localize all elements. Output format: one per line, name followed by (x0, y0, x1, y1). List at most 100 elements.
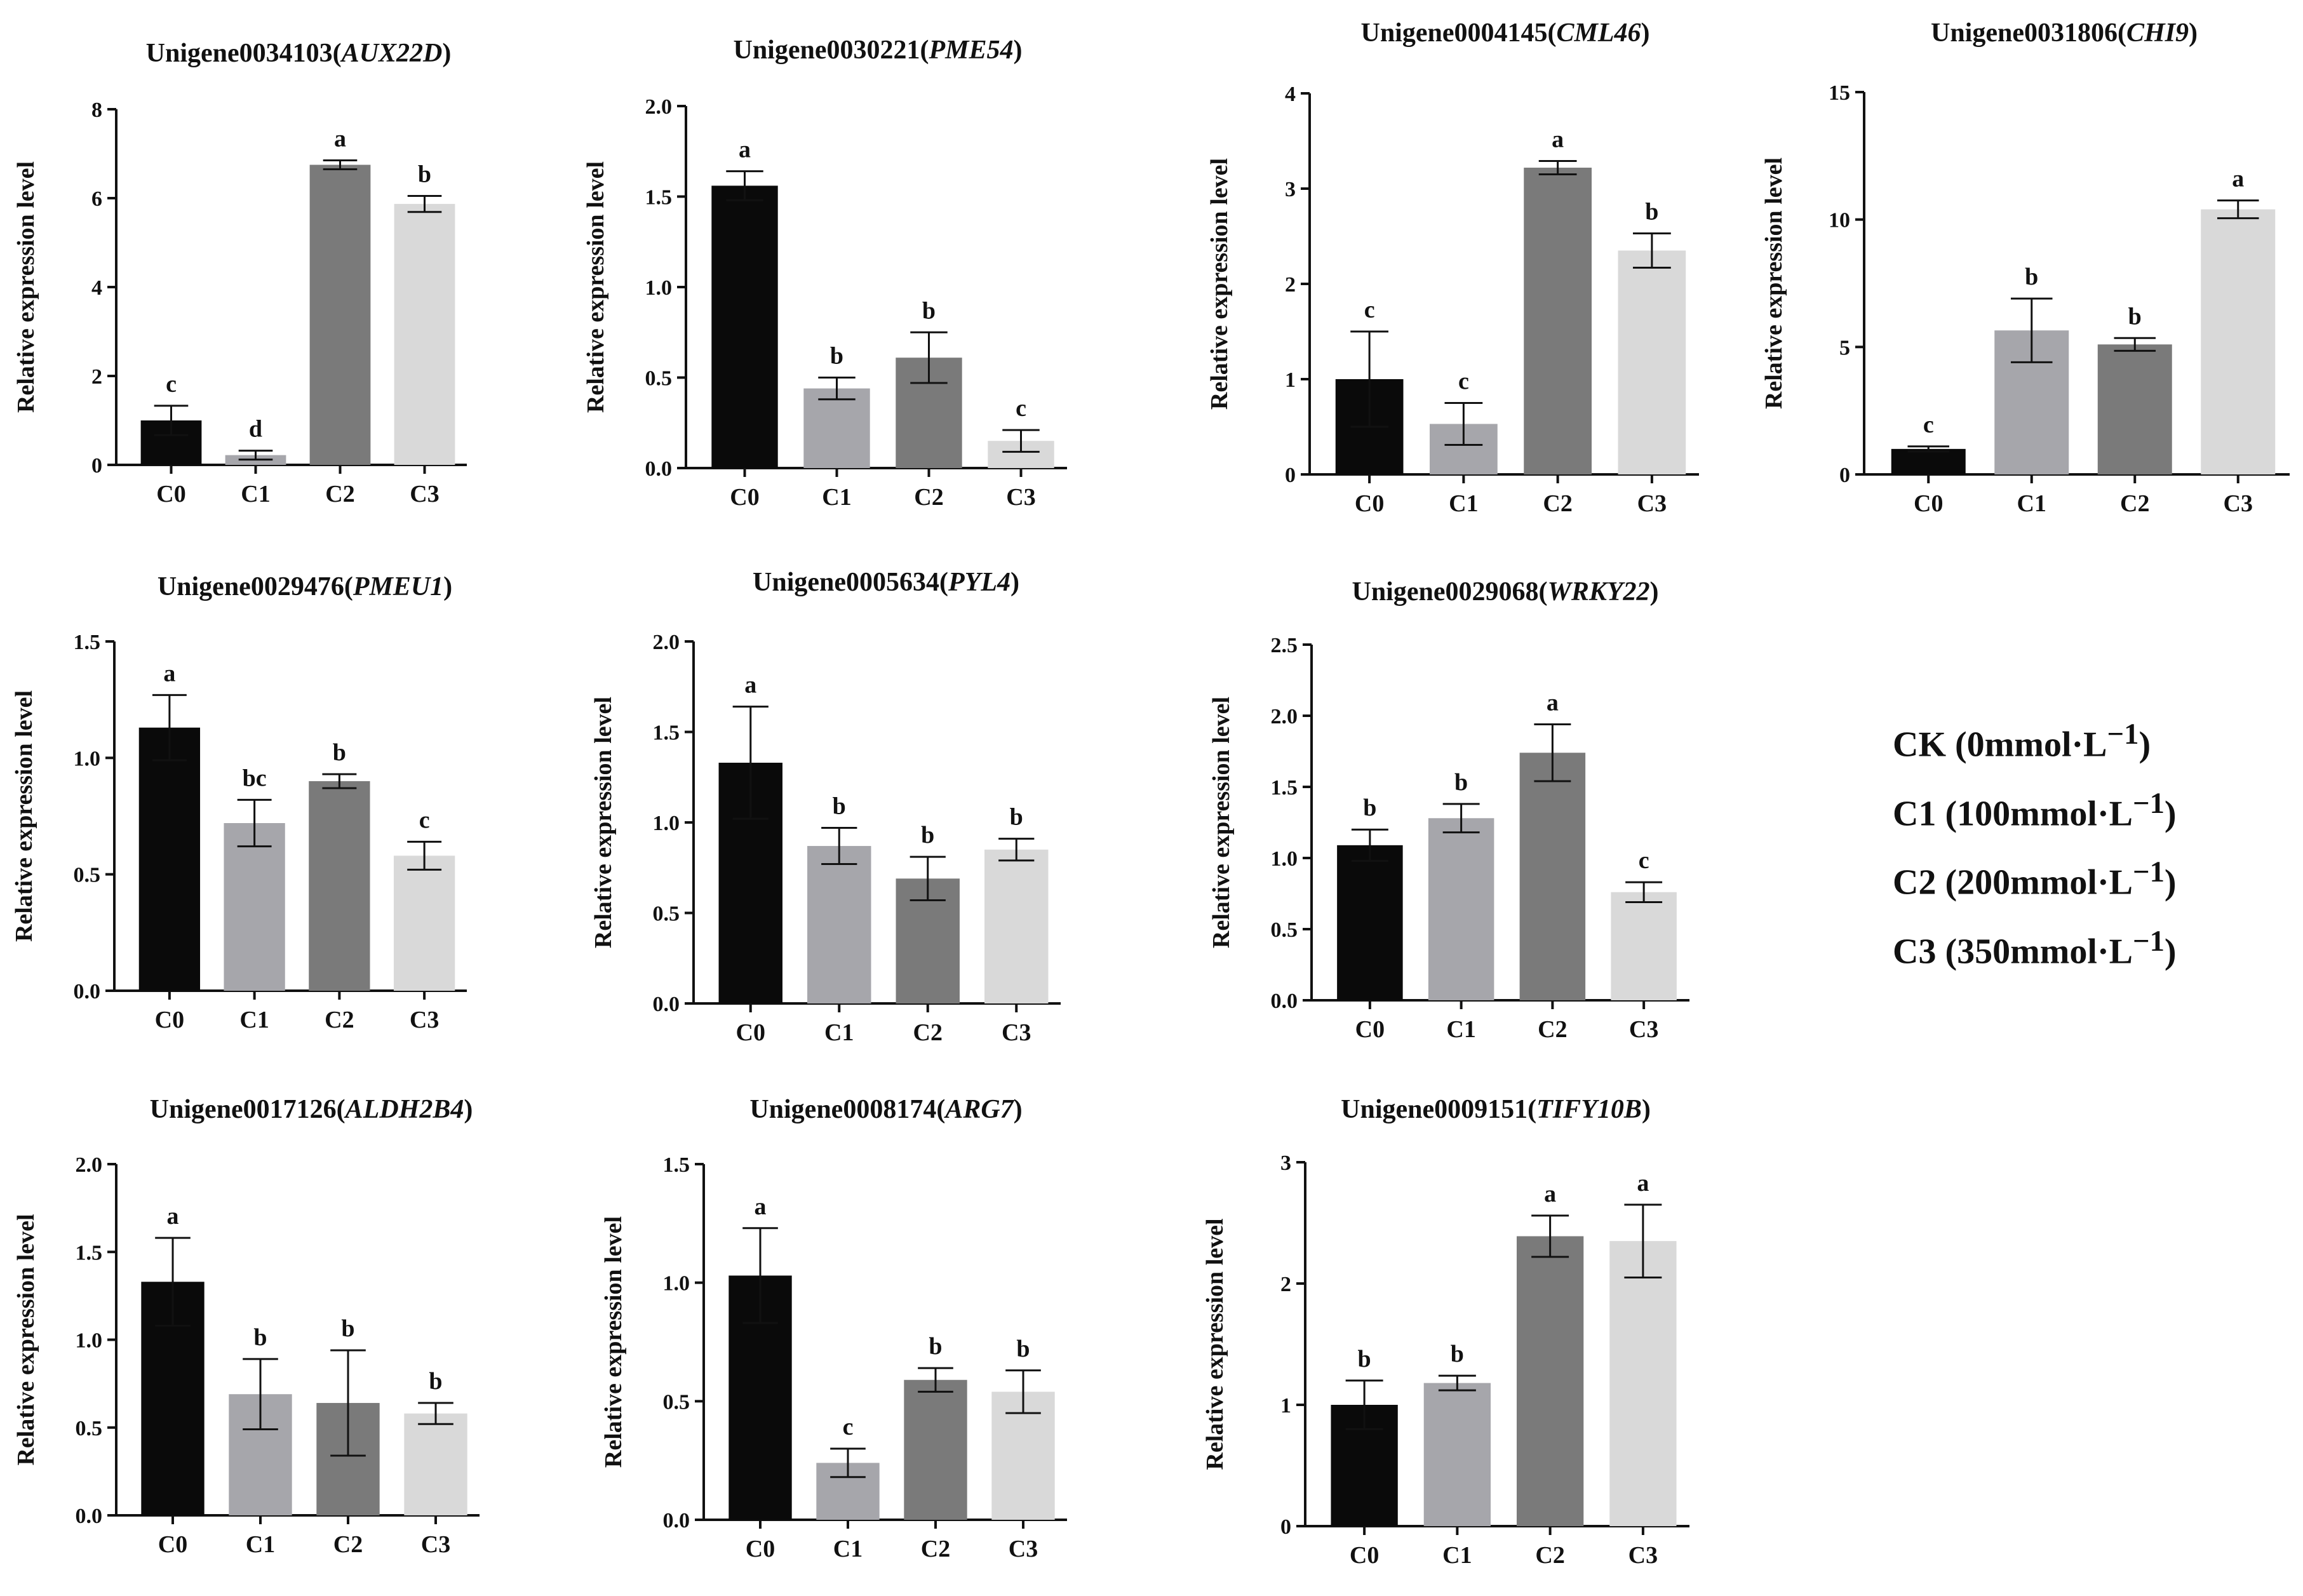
x-tick-label: C3 (1637, 490, 1667, 517)
chart-title: Unigene0029476(PMEU1) (158, 572, 452, 601)
x-tick-label: C2 (1535, 1542, 1564, 1569)
significance-letter: c (1016, 395, 1026, 422)
bar-c2 (309, 164, 371, 465)
significance-letter: c (1364, 297, 1375, 323)
chart-title-close: ) (1642, 1095, 1651, 1124)
chart-title-close: ) (1010, 568, 1019, 597)
x-tick-label: C3 (1629, 1016, 1658, 1043)
chart-title: Unigene0029068(WRKY22) (1352, 577, 1658, 607)
chart-title-gene: TIFY10B (1536, 1095, 1642, 1124)
x-tick-label: C1 (824, 1019, 854, 1046)
chart-title-id: Unigene0030221( (733, 36, 929, 65)
chart-title-gene: WRKY22 (1547, 577, 1649, 607)
y-tick-label: 3 (1280, 1151, 1291, 1175)
y-tick-label: 15 (1829, 81, 1850, 105)
bar-c1 (807, 846, 871, 1003)
y-tick-label: 1.0 (663, 1272, 690, 1296)
chart-title-id: Unigene0004145( (1360, 18, 1556, 48)
significance-letter: a (163, 660, 175, 687)
chart-title-close: ) (2189, 18, 2198, 48)
y-tick-label: 0.0 (645, 457, 673, 481)
x-tick-label: C0 (1355, 490, 1384, 517)
chart-title: Unigene0031806(CHI9) (1931, 18, 2198, 48)
significance-letter: b (2128, 303, 2142, 330)
significance-letter: b (429, 1368, 442, 1395)
significance-letter: b (341, 1315, 354, 1342)
legend-entry-ck: CK (0mmol·L−1) (1893, 705, 2223, 774)
bar-c0 (711, 185, 778, 468)
y-tick-label: 0.5 (1271, 918, 1298, 942)
y-tick-label: 0 (91, 454, 102, 478)
bar-c1 (224, 823, 285, 991)
chart-panel-aux22d: Unigene0034103(AUX22D) Relative expressio… (13, 39, 467, 507)
significance-letter: c (166, 371, 177, 398)
chart-title-gene: PMEU1 (352, 572, 443, 601)
y-tick-label: 6 (91, 187, 102, 211)
x-tick-label: C1 (833, 1536, 863, 1562)
legend-label: C2 (1893, 862, 1937, 902)
chart-panel-wrky22: Unigene0029068(WRKY22) Relative expressio… (1208, 577, 1689, 1043)
significance-letter: c (843, 1414, 854, 1440)
y-tick-label: 2.0 (1271, 705, 1298, 728)
x-tick-label: C1 (822, 484, 851, 511)
chart-title-id: Unigene0009151( (1341, 1095, 1536, 1124)
chart-panel-cml46: Unigene0004145(CML46) Relative expression… (1206, 18, 1699, 517)
significance-letter: b (1645, 199, 1658, 225)
significance-letter: b (929, 1333, 942, 1360)
significance-letter: b (1451, 1341, 1464, 1367)
legend-label: CK (1893, 725, 1946, 765)
legend-close: ) (2164, 862, 2177, 902)
y-tick-label: 0.0 (76, 1505, 103, 1528)
y-tick-label: 1.0 (76, 1329, 103, 1353)
legend-sup: −1 (2132, 855, 2165, 889)
x-tick-label: C1 (246, 1531, 275, 1558)
y-tick-label: 1.0 (74, 747, 101, 770)
bar-c0 (1891, 448, 1966, 474)
bar-c1 (803, 388, 870, 468)
chart-title: Unigene0005634(PYL4) (753, 568, 1019, 597)
x-tick-label: C3 (421, 1531, 450, 1558)
y-tick-label: 1.5 (653, 721, 680, 745)
legend-conc: (100mmol·L (1945, 794, 2133, 834)
y-tick-label: 3 (1285, 178, 1296, 201)
significance-letter: b (1358, 1346, 1371, 1372)
x-tick-label: C0 (736, 1019, 765, 1046)
x-tick-label: C2 (325, 1007, 354, 1033)
x-tick-label: C1 (1449, 490, 1478, 517)
y-tick-label: 0.5 (74, 864, 101, 887)
y-axis-label: Relative expression level (600, 1216, 627, 1468)
x-tick-label: C3 (1009, 1536, 1038, 1562)
x-tick-label: C0 (1355, 1016, 1385, 1043)
y-tick-label: 1.5 (663, 1153, 690, 1177)
y-tick-label: 2 (91, 365, 102, 389)
chart-title-close: ) (443, 572, 452, 601)
legend-entry-c3: C3 (350mmol·L−1) (1893, 912, 2223, 981)
significance-letter: a (744, 672, 756, 699)
x-tick-label: C0 (746, 1536, 775, 1562)
x-tick-label: C2 (333, 1531, 363, 1558)
y-axis-label: Relative expression level (13, 161, 39, 413)
significance-letter: c (1458, 368, 1469, 395)
significance-letter: b (1010, 804, 1023, 831)
significance-letter: a (1637, 1170, 1649, 1197)
significance-letter: b (1016, 1336, 1030, 1362)
x-tick-label: C2 (1538, 1016, 1567, 1043)
chart-title-id: Unigene0005634( (753, 568, 948, 597)
chart-title-close: ) (1014, 1095, 1023, 1124)
y-axis-label: Relative expression level (1206, 158, 1233, 410)
y-tick-label: 8 (91, 98, 102, 122)
chart-title-gene: CML46 (1556, 18, 1641, 48)
significance-letter: a (1552, 126, 1564, 153)
significance-letter: a (334, 126, 346, 152)
y-tick-label: 1 (1280, 1394, 1291, 1418)
legend-label: C1 (1893, 794, 1937, 834)
significance-letter: a (1547, 689, 1559, 716)
legend-close: ) (2138, 725, 2151, 765)
x-tick-label: C3 (2224, 490, 2253, 517)
bar-c3 (2201, 209, 2276, 474)
legend-conc: (350mmol·L (1945, 932, 2133, 972)
legend-close: ) (2164, 794, 2177, 834)
y-tick-label: 0.5 (653, 902, 680, 926)
significance-letter: d (249, 416, 262, 443)
significance-letter: b (1363, 795, 1376, 821)
